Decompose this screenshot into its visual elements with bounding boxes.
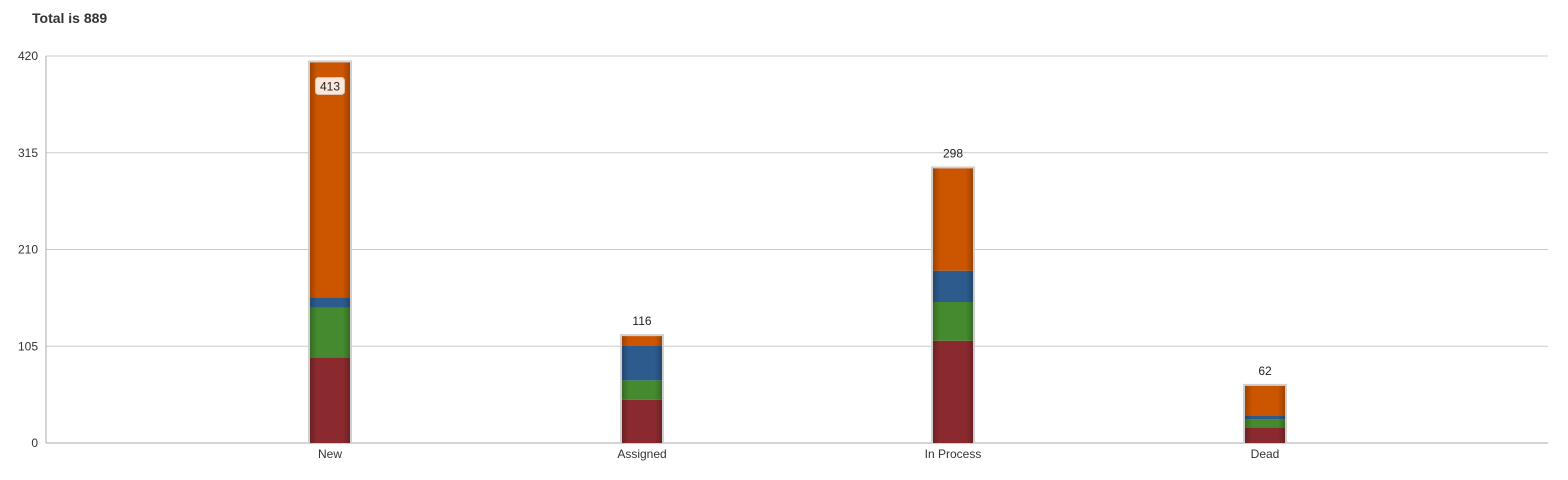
total-label: 413 <box>320 79 340 93</box>
bar-segment-shading <box>310 307 350 358</box>
label-layer: New 413 Assigned 116 In Process 298 Dead 62 <box>315 76 1280 461</box>
bar-segment-shading <box>933 168 973 271</box>
total-label: 298 <box>943 146 963 160</box>
bar-segment-shading <box>310 297 350 308</box>
x-tick-label: Dead <box>1251 447 1280 461</box>
bar-segment-shading <box>622 336 662 346</box>
bar-segment-shading <box>622 380 662 400</box>
bar-segment-shading <box>622 345 662 381</box>
bar-segment-shading <box>310 62 350 298</box>
bar-segment-shading <box>933 302 973 341</box>
x-tick-label: Assigned <box>617 447 666 461</box>
y-tick-label: 315 <box>18 146 38 160</box>
bar-segment-shading <box>622 399 662 443</box>
x-tick-label: New <box>318 447 342 461</box>
total-label: 116 <box>632 314 651 328</box>
bar-segment-shading <box>1245 385 1285 416</box>
y-tick-label: 105 <box>18 339 38 353</box>
bar-layer <box>308 60 1287 445</box>
x-tick-label: In Process <box>925 447 982 461</box>
chart-title: Total is 889 <box>32 10 108 26</box>
y-tick-label: 210 <box>18 243 38 257</box>
axis-layer: 0 105 210 315 420 <box>18 49 47 450</box>
total-label-badge <box>315 76 345 95</box>
bar-segment-shading <box>933 270 973 303</box>
y-tick-label: 0 <box>31 436 38 450</box>
grid-layer <box>46 55 1548 444</box>
bar-segment-shading <box>1245 427 1285 443</box>
total-label: 62 <box>1258 364 1272 378</box>
bar-segment-shading <box>310 357 350 443</box>
bar-segment-shading <box>1245 415 1285 420</box>
bar-segment-shading <box>933 340 973 443</box>
y-tick-label: 420 <box>18 49 38 63</box>
bar-segment-shading <box>1245 419 1285 428</box>
